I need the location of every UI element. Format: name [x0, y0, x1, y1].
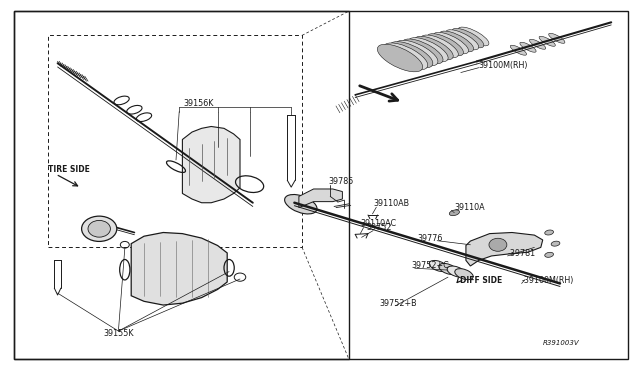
Text: 39752+B: 39752+B: [380, 299, 417, 308]
Ellipse shape: [545, 252, 554, 257]
Text: 39100M(RH): 39100M(RH): [479, 61, 528, 70]
Text: 39776: 39776: [418, 234, 444, 243]
Text: 39785: 39785: [328, 177, 354, 186]
Ellipse shape: [447, 266, 465, 277]
Text: TIRE SIDE: TIRE SIDE: [48, 165, 90, 174]
Ellipse shape: [520, 42, 536, 52]
Ellipse shape: [415, 36, 453, 60]
Ellipse shape: [82, 216, 117, 241]
Text: 39156K: 39156K: [183, 99, 214, 108]
Ellipse shape: [427, 34, 463, 56]
Text: 39752: 39752: [366, 223, 392, 232]
Polygon shape: [299, 189, 342, 208]
Ellipse shape: [396, 40, 438, 66]
Ellipse shape: [548, 33, 565, 43]
Text: 39155K: 39155K: [103, 329, 134, 338]
Text: 39110A: 39110A: [454, 203, 485, 212]
Ellipse shape: [285, 195, 317, 214]
Ellipse shape: [510, 45, 527, 55]
Ellipse shape: [551, 241, 560, 246]
Ellipse shape: [458, 27, 489, 46]
Ellipse shape: [429, 260, 447, 272]
Ellipse shape: [403, 39, 443, 64]
Text: 39110AC: 39110AC: [360, 219, 396, 228]
Ellipse shape: [408, 38, 448, 62]
Text: -39781: -39781: [508, 249, 536, 258]
Polygon shape: [182, 126, 240, 203]
Text: -39100M(RH): -39100M(RH): [522, 276, 574, 285]
Text: 39752+C: 39752+C: [412, 261, 449, 270]
Text: DIFF SIDE: DIFF SIDE: [460, 276, 502, 285]
Bar: [14, 11, 349, 359]
Ellipse shape: [452, 28, 484, 48]
Polygon shape: [131, 232, 227, 305]
Ellipse shape: [433, 32, 468, 54]
Text: R391003V: R391003V: [543, 340, 579, 346]
Ellipse shape: [449, 210, 460, 216]
Ellipse shape: [446, 30, 479, 50]
Ellipse shape: [421, 35, 458, 58]
Ellipse shape: [390, 42, 433, 68]
Ellipse shape: [383, 43, 428, 70]
Bar: [48, 35, 302, 247]
Ellipse shape: [378, 44, 422, 72]
Ellipse shape: [88, 220, 111, 237]
Text: 39110AB: 39110AB: [373, 199, 409, 208]
Ellipse shape: [439, 263, 457, 275]
Ellipse shape: [529, 39, 546, 49]
Ellipse shape: [455, 269, 473, 280]
Ellipse shape: [539, 36, 556, 46]
Ellipse shape: [489, 238, 507, 251]
Ellipse shape: [440, 31, 474, 52]
Ellipse shape: [545, 230, 554, 235]
Polygon shape: [466, 232, 543, 266]
